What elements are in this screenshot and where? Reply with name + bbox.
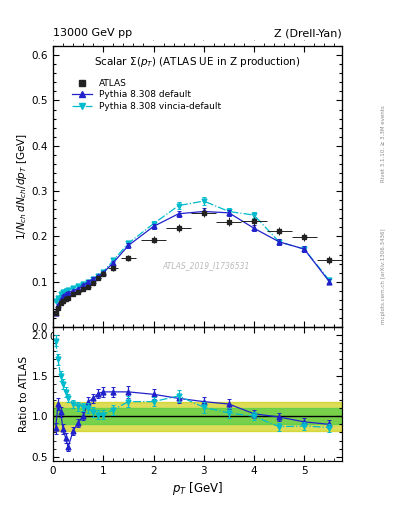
Text: 13000 GeV pp: 13000 GeV pp: [53, 28, 132, 38]
Text: Scalar $\Sigma(p_T)$ (ATLAS UE in Z production): Scalar $\Sigma(p_T)$ (ATLAS UE in Z prod…: [94, 54, 301, 69]
Y-axis label: $1/N_{ch}\,dN_{ch}/dp_T$ [GeV]: $1/N_{ch}\,dN_{ch}/dp_T$ [GeV]: [15, 133, 29, 240]
Text: Rivet 3.1.10, ≥ 3.3M events: Rivet 3.1.10, ≥ 3.3M events: [381, 105, 386, 182]
Bar: [53, 401, 342, 431]
Legend: ATLAS, Pythia 8.308 default, Pythia 8.308 vincia-default: ATLAS, Pythia 8.308 default, Pythia 8.30…: [72, 79, 221, 111]
Text: ATLAS_2019_I1736531: ATLAS_2019_I1736531: [162, 261, 250, 270]
X-axis label: $p_T$ [GeV]: $p_T$ [GeV]: [172, 480, 223, 497]
Text: mcplots.cern.ch [arXiv:1306.3436]: mcplots.cern.ch [arXiv:1306.3436]: [381, 229, 386, 324]
Bar: [53, 408, 342, 424]
Text: Z (Drell-Yan): Z (Drell-Yan): [274, 28, 342, 38]
Y-axis label: Ratio to ATLAS: Ratio to ATLAS: [19, 356, 29, 432]
